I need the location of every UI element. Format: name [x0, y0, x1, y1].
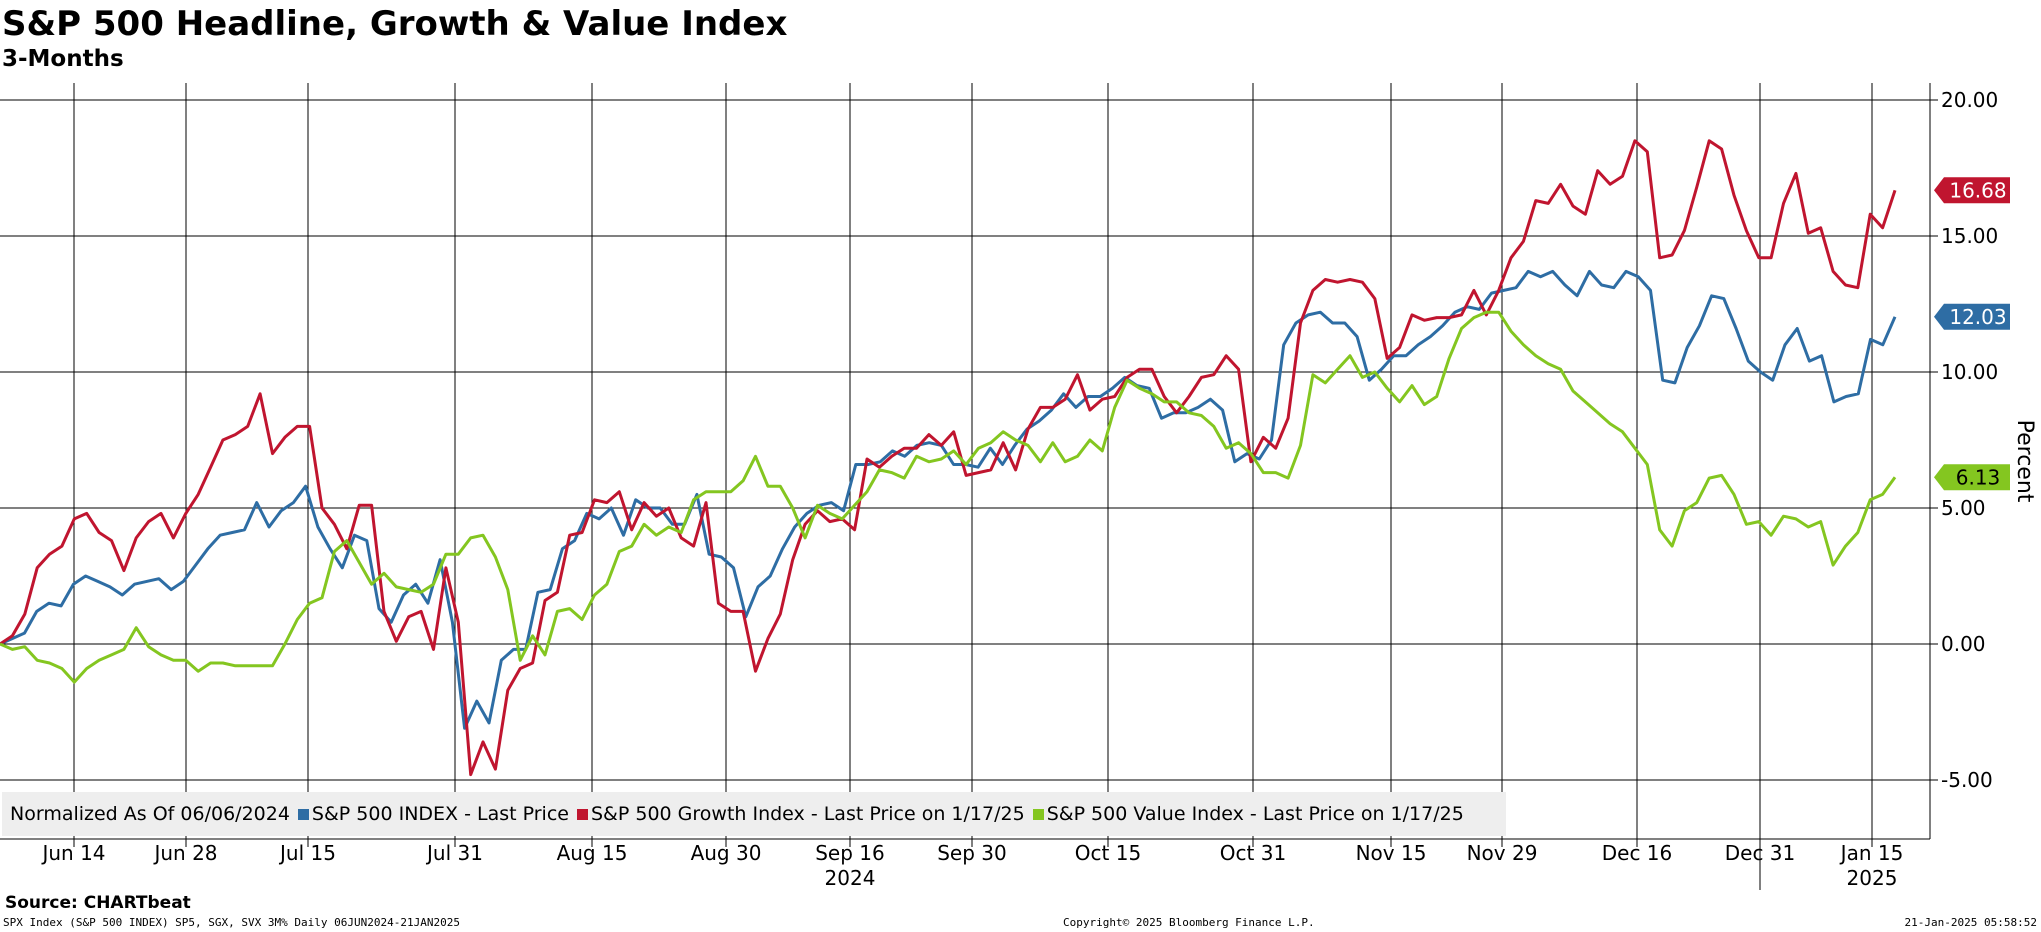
- last-value-flag-growth: 16.68: [1934, 177, 2010, 204]
- legend-entry-headline: S&P 500 INDEX - Last Price: [297, 803, 569, 825]
- y-axis-label: Percent: [2012, 420, 2037, 503]
- xtick-label-4: Jul 31: [425, 841, 483, 865]
- series-line-growth: [0, 139, 1897, 777]
- xtick-label-11: Nov 15: [1356, 841, 1427, 865]
- xtick-label-6: Aug 30: [691, 841, 762, 865]
- ytick-label-1: 20.00: [1941, 88, 1998, 112]
- last-value-flag-value: 6.13: [1934, 464, 2010, 491]
- xtick-label-13: Dec 16: [1602, 841, 1673, 865]
- series-line-value: [0, 310, 1897, 684]
- ytick-label-6: -5.00: [1941, 768, 1993, 792]
- legend-swatch-value: [1032, 808, 1044, 820]
- year-label-2024: 2024: [825, 866, 876, 890]
- last-value-flag-headline: 12.03: [1934, 303, 2010, 330]
- legend-prefix: Normalized As Of 06/06/2024: [10, 803, 290, 825]
- legend-label-growth: S&P 500 Growth Index - Last Price on 1/1…: [590, 803, 1025, 825]
- last-value-flags: 12.03 16.68 6.13: [1934, 177, 2010, 491]
- footer-left: SPX Index (S&P 500 INDEX) SP5, SGX, SVX …: [3, 916, 460, 929]
- ytick-label-5: 0.00: [1941, 632, 1986, 656]
- flag-label-headline: 12.03: [1949, 305, 2006, 329]
- xtick-label-8: Sep 30: [937, 841, 1007, 865]
- xtick-label-5: Aug 15: [557, 841, 628, 865]
- legend-label-headline: S&P 500 INDEX - Last Price: [311, 803, 569, 825]
- series-line-headline: [0, 269, 1897, 730]
- ytick-label-3: 10.00: [1941, 360, 1998, 384]
- ytick-label-4: 5.00: [1941, 496, 1986, 520]
- ytick-label-2: 15.00: [1941, 224, 1998, 248]
- xtick-label-10: Oct 31: [1220, 841, 1286, 865]
- legend-swatch-headline: [297, 808, 309, 820]
- footer-copyright: Copyright© 2025 Bloomberg Finance L.P.: [1063, 916, 1315, 929]
- xtick-label-14: Dec 31: [1725, 841, 1796, 865]
- chart-title: S&P 500 Headline, Growth & Value Index: [2, 4, 788, 44]
- xtick-label-1: Jun 14: [40, 841, 105, 865]
- x-axis-year-labels: 2024 2025: [825, 866, 1898, 890]
- legend-entry-growth: S&P 500 Growth Index - Last Price on 1/1…: [576, 803, 1025, 825]
- xtick-label-3: Jul 15: [278, 841, 336, 865]
- flag-shape-value: [1934, 464, 2010, 491]
- legend-entry-value: S&P 500 Value Index - Last Price on 1/17…: [1032, 803, 1464, 825]
- x-axis-ticks: Jun 14 Jun 28 Jul 15 Jul 31 Aug 15 Aug 30 Sep …: [40, 839, 1903, 865]
- flag-label-growth: 16.68: [1949, 178, 2006, 202]
- horizontal-gridlines: [0, 99, 1930, 781]
- source-note: Source: CHARTbeat: [5, 893, 191, 913]
- y-axis-ticks: 20.00 15.00 10.00 5.00 0.00 -5.00: [1930, 88, 1998, 792]
- xtick-label-15: Jan 15: [1839, 841, 1904, 865]
- flag-shape-headline: [1934, 303, 2010, 330]
- legend-label-value: S&P 500 Value Index - Last Price on 1/17…: [1046, 803, 1464, 825]
- flag-label-value: 6.13: [1956, 465, 2001, 489]
- series-lines: [0, 139, 1897, 777]
- legend-swatch-growth: [576, 808, 588, 820]
- xtick-label-7: Sep 16: [815, 841, 885, 865]
- year-label-2025: 2025: [1847, 866, 1898, 890]
- chart-subtitle: 3-Months: [2, 46, 124, 72]
- xtick-label-9: Oct 15: [1075, 841, 1141, 865]
- xtick-label-2: Jun 28: [152, 841, 217, 865]
- chart-legend: Normalized As Of 06/06/2024 S&P 500 INDE…: [2, 792, 1506, 836]
- xtick-label-12: Nov 29: [1467, 841, 1538, 865]
- flag-shape-growth: [1934, 177, 2010, 204]
- vertical-gridlines: [73, 83, 1873, 839]
- footer-timestamp: 21-Jan-2025 05:58:52: [1904, 916, 2037, 929]
